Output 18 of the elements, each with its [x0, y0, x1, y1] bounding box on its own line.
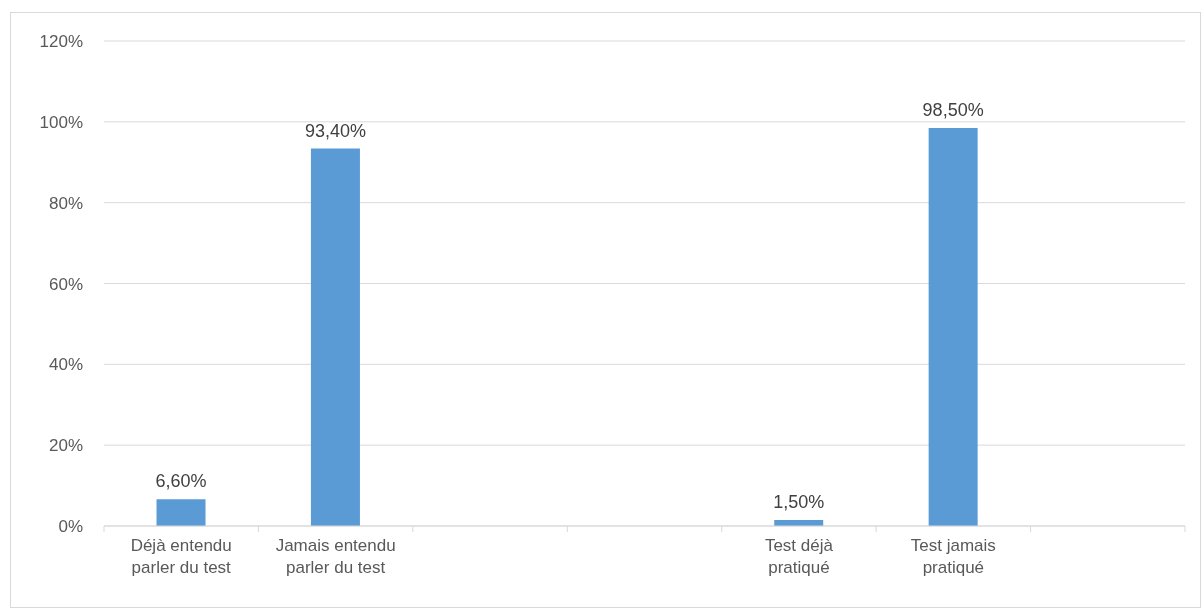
- x-tick-label: Test déjà pratiqué: [764, 536, 834, 578]
- y-tick-label: 0%: [58, 517, 83, 537]
- x-tick-label: Jamais entendu parler du test: [275, 536, 396, 578]
- y-tick-label: 80%: [48, 193, 83, 213]
- bar: [310, 148, 360, 526]
- y-tick-label: 60%: [48, 274, 83, 294]
- bar: [928, 127, 978, 526]
- data-label: 98,50%: [922, 99, 984, 120]
- data-label: 93,40%: [304, 120, 366, 141]
- y-tick-label: 40%: [48, 355, 83, 375]
- x-tick-label: Déjà entendu parler du test: [130, 536, 232, 578]
- data-label: 1,50%: [773, 491, 825, 512]
- data-label: 6,60%: [155, 471, 207, 492]
- bar: [156, 499, 206, 526]
- y-tick-label: 120%: [39, 32, 83, 52]
- y-tick-label: 100%: [39, 112, 83, 132]
- x-tick-label: Test jamais pratiqué: [910, 536, 996, 578]
- y-tick-label: 20%: [48, 436, 83, 456]
